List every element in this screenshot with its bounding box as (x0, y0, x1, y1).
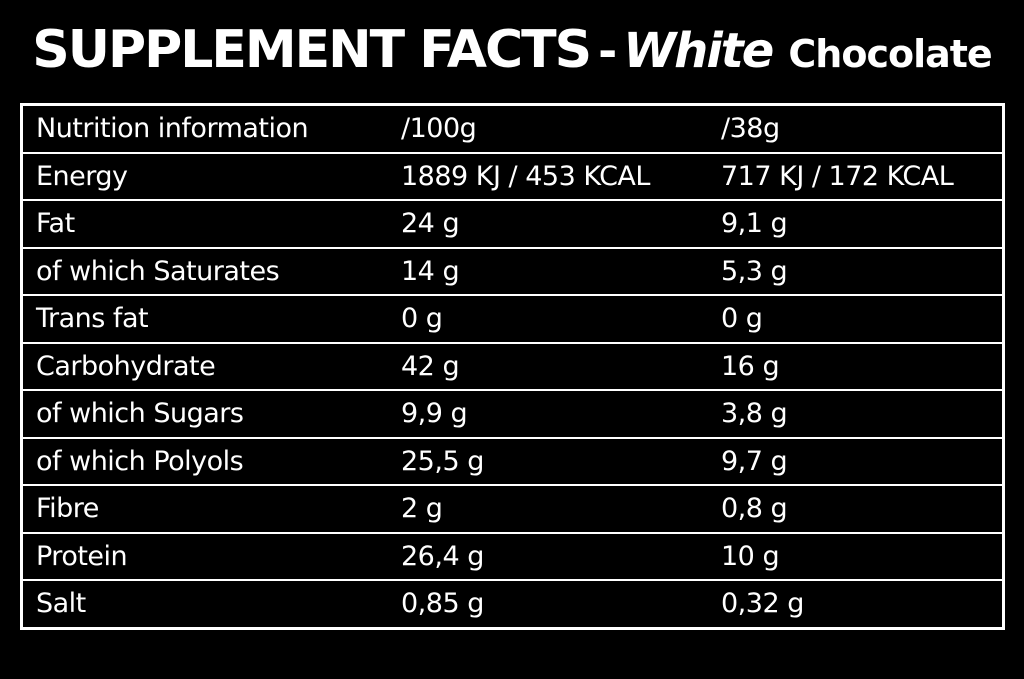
nutrient-name: Carbohydrate (21, 341, 401, 391)
table-row: Fibre 2 g 0,8 g (21, 484, 1004, 534)
title-separator: - (598, 24, 617, 78)
nutrient-value: 9,1 g (721, 199, 1004, 249)
nutrient-value: 24 g (401, 199, 721, 249)
nutrient-value: 1889 KJ / 453 KCAL (401, 151, 721, 201)
nutrient-value: 0,8 g (721, 484, 1004, 534)
nutrient-value: 717 KJ / 172 KCAL (721, 151, 1004, 201)
nutrient-name: of which Polyols (21, 436, 401, 486)
nutrient-name: Fibre (21, 484, 401, 534)
table-row: Protein 26,4 g 10 g (21, 531, 1004, 581)
nutrient-name: of which Sugars (21, 389, 401, 439)
nutrient-value: 9,7 g (721, 436, 1004, 486)
flavor-italic: White (623, 23, 774, 79)
nutrient-value: 14 g (401, 246, 721, 296)
table-row: of which Saturates 14 g 5,3 g (21, 246, 1004, 296)
nutrient-name: Protein (21, 531, 401, 581)
nutrient-value: 0 g (401, 294, 721, 344)
table-row: Carbohydrate 42 g 16 g (21, 341, 1004, 391)
nutrient-value: 9,9 g (401, 389, 721, 439)
table-row: Salt 0,85 g 0,32 g (21, 579, 1004, 629)
nutrient-value: 26,4 g (401, 531, 721, 581)
nutrient-value: /100g (401, 103, 721, 154)
nutrient-value: 0 g (721, 294, 1004, 344)
nutrition-table: Nutrition information/100g/38g Energy 1889… (20, 103, 1005, 630)
nutrient-name: Nutrition information (21, 103, 401, 154)
nutrient-value: 3,8 g (721, 389, 1004, 439)
nutrient-value: 0,85 g (401, 579, 721, 629)
title: SUPPLEMENT FACTS - White Chocolate (0, 18, 1024, 86)
nutrient-name: Fat (21, 199, 401, 249)
nutrient-name: Trans fat (21, 294, 401, 344)
nutrient-value: /38g (721, 103, 1004, 154)
nutrient-value: 42 g (401, 341, 721, 391)
nutrient-name: of which Saturates (21, 246, 401, 296)
nutrient-value: 2 g (401, 484, 721, 534)
nutrient-name: Salt (21, 579, 401, 629)
nutrient-value: 16 g (721, 341, 1004, 391)
table-row: of which Polyols 25,5 g 9,7 g (21, 436, 1004, 486)
nutrient-value: 0,32 g (721, 579, 1004, 629)
table-row: Energy 1889 KJ / 453 KCAL 717 KJ / 172 KCA… (21, 151, 1004, 201)
nutrient-value: 5,3 g (721, 246, 1004, 296)
title-main: SUPPLEMENT FACTS (32, 20, 592, 80)
table-row: Nutrition information/100g/38g (21, 103, 1004, 154)
table-row: Fat 24 g 9,1 g (21, 199, 1004, 249)
table-row: of which Sugars 9,9 g 3,8 g (21, 389, 1004, 439)
flavor: Chocolate (788, 32, 992, 76)
nutrient-value: 10 g (721, 531, 1004, 581)
nutrient-value: 25,5 g (401, 436, 721, 486)
nutrient-name: Energy (21, 151, 401, 201)
